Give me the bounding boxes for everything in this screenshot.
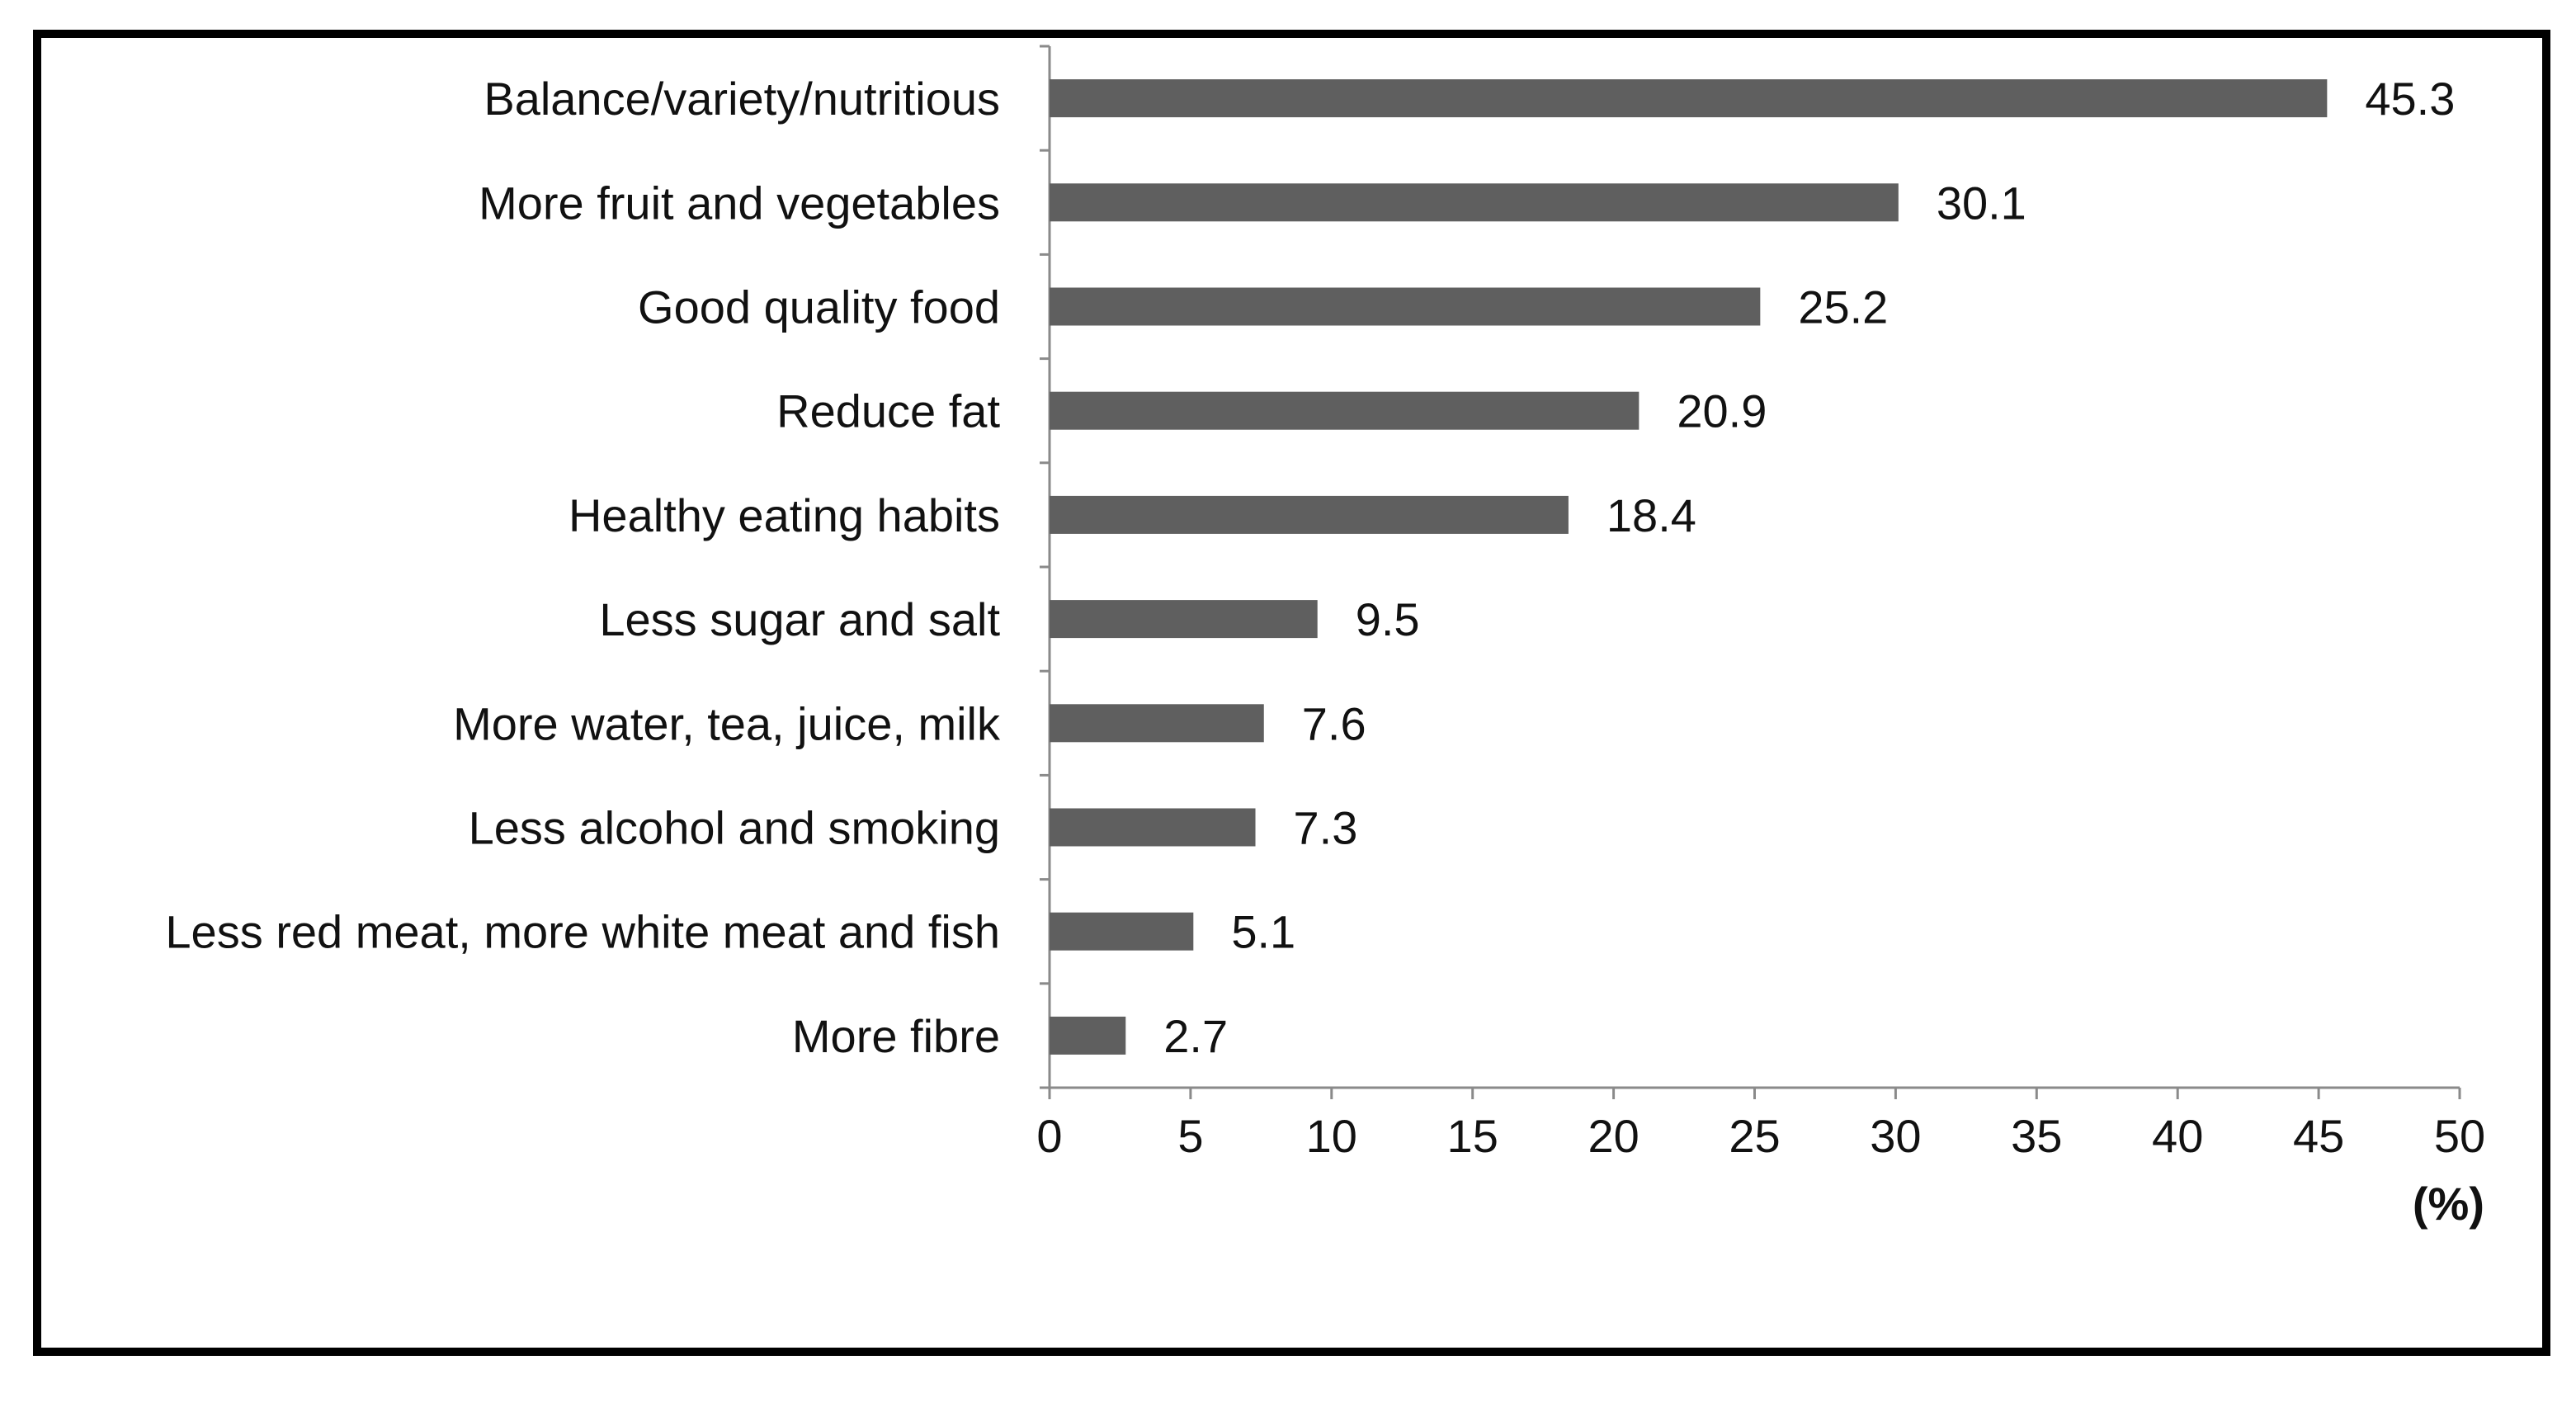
x-tick-label: 40 — [2152, 1110, 2203, 1162]
category-label: Reduce fat — [776, 385, 1000, 437]
bar — [1050, 391, 1639, 430]
data-label: 7.6 — [1302, 697, 1366, 749]
category-label: Good quality food — [638, 281, 1000, 333]
x-tick-label: 5 — [1177, 1110, 1203, 1162]
labels-group: 0 5 10 15 20 25 30 35 40 45 50 (%) Balance/variety/n… — [165, 73, 2485, 1230]
category-label: More fruit and vegetables — [479, 177, 1000, 229]
x-tick-label: 45 — [2293, 1110, 2344, 1162]
chart-frame: 0 5 10 15 20 25 30 35 40 45 50 (%) Balance/variety/n… — [33, 30, 2550, 1356]
x-axis-unit-label: (%) — [2413, 1178, 2484, 1230]
data-label: 18.4 — [1606, 489, 1696, 541]
bar — [1050, 704, 1264, 743]
data-label: 7.3 — [1294, 802, 1358, 854]
bar — [1050, 79, 2328, 118]
bar — [1050, 495, 1569, 534]
x-tick-label: 30 — [1870, 1110, 1921, 1162]
category-label: More water, tea, juice, milk — [453, 697, 1001, 749]
x-tick-label: 10 — [1306, 1110, 1357, 1162]
data-label: 20.9 — [1677, 385, 1767, 437]
data-label: 5.1 — [1231, 906, 1295, 958]
category-label: Healthy eating habits — [569, 489, 1000, 541]
x-tick-label: 25 — [1729, 1110, 1780, 1162]
bars-group — [1050, 79, 2328, 1055]
bar — [1050, 808, 1256, 847]
bar-chart: 0 5 10 15 20 25 30 35 40 45 50 (%) Balance/variety/n… — [165, 45, 2485, 1230]
x-tick-label: 50 — [2434, 1110, 2485, 1162]
bar — [1050, 912, 1194, 951]
bar — [1050, 600, 1318, 639]
category-label: Less red meat, more white meat and fish — [165, 906, 1000, 958]
bar — [1050, 1016, 1126, 1055]
x-tick-label: 15 — [1447, 1110, 1498, 1162]
data-label: 30.1 — [1937, 177, 2026, 229]
bar — [1050, 183, 1899, 222]
x-tick-label: 0 — [1036, 1110, 1062, 1162]
category-label: Less sugar and salt — [599, 593, 1000, 645]
category-label: Balance/variety/nutritious — [484, 73, 1000, 125]
bar — [1050, 287, 1761, 326]
category-label: Less alcohol and smoking — [469, 802, 1000, 854]
data-label: 9.5 — [1356, 593, 1420, 645]
data-label: 2.7 — [1163, 1010, 1228, 1062]
x-tick-label: 20 — [1588, 1110, 1639, 1162]
x-tick-label: 35 — [2011, 1110, 2062, 1162]
data-label: 25.2 — [1798, 281, 1888, 333]
data-label: 45.3 — [2365, 73, 2455, 125]
category-label: More fibre — [792, 1010, 1000, 1062]
